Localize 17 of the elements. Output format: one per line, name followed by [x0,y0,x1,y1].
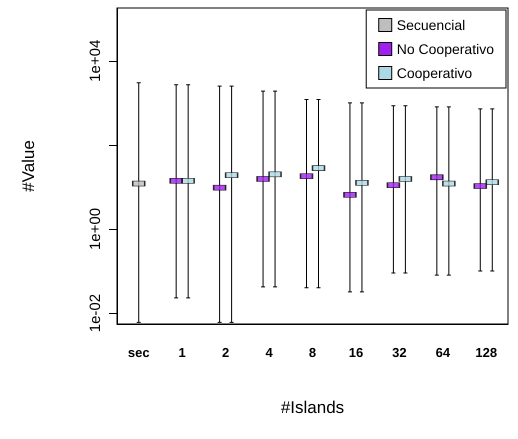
x-tick-label: sec [128,345,150,360]
y-tick-label: 1e+00 [87,208,104,250]
x-tick-label: 4 [265,345,274,360]
x-tick-label: 128 [475,345,498,360]
y-tick-label: 1e+04 [87,40,104,82]
x-tick-label: 1 [178,345,186,360]
x-tick-label: 8 [308,345,316,360]
x-axis-title: #Islands [280,398,344,417]
x-tick-label: 2 [222,345,230,360]
x-tick-label: 32 [392,345,407,360]
y-axis-title: #Value [19,140,38,192]
legend-label: Cooperativo [396,65,472,81]
legend-label: No Cooperativo [396,41,494,57]
legend-label: Secuencial [396,17,466,33]
x-tick-label: 64 [436,345,451,360]
y-tick-label: 1e-02 [87,294,104,332]
x-tick-label: 16 [348,345,364,360]
